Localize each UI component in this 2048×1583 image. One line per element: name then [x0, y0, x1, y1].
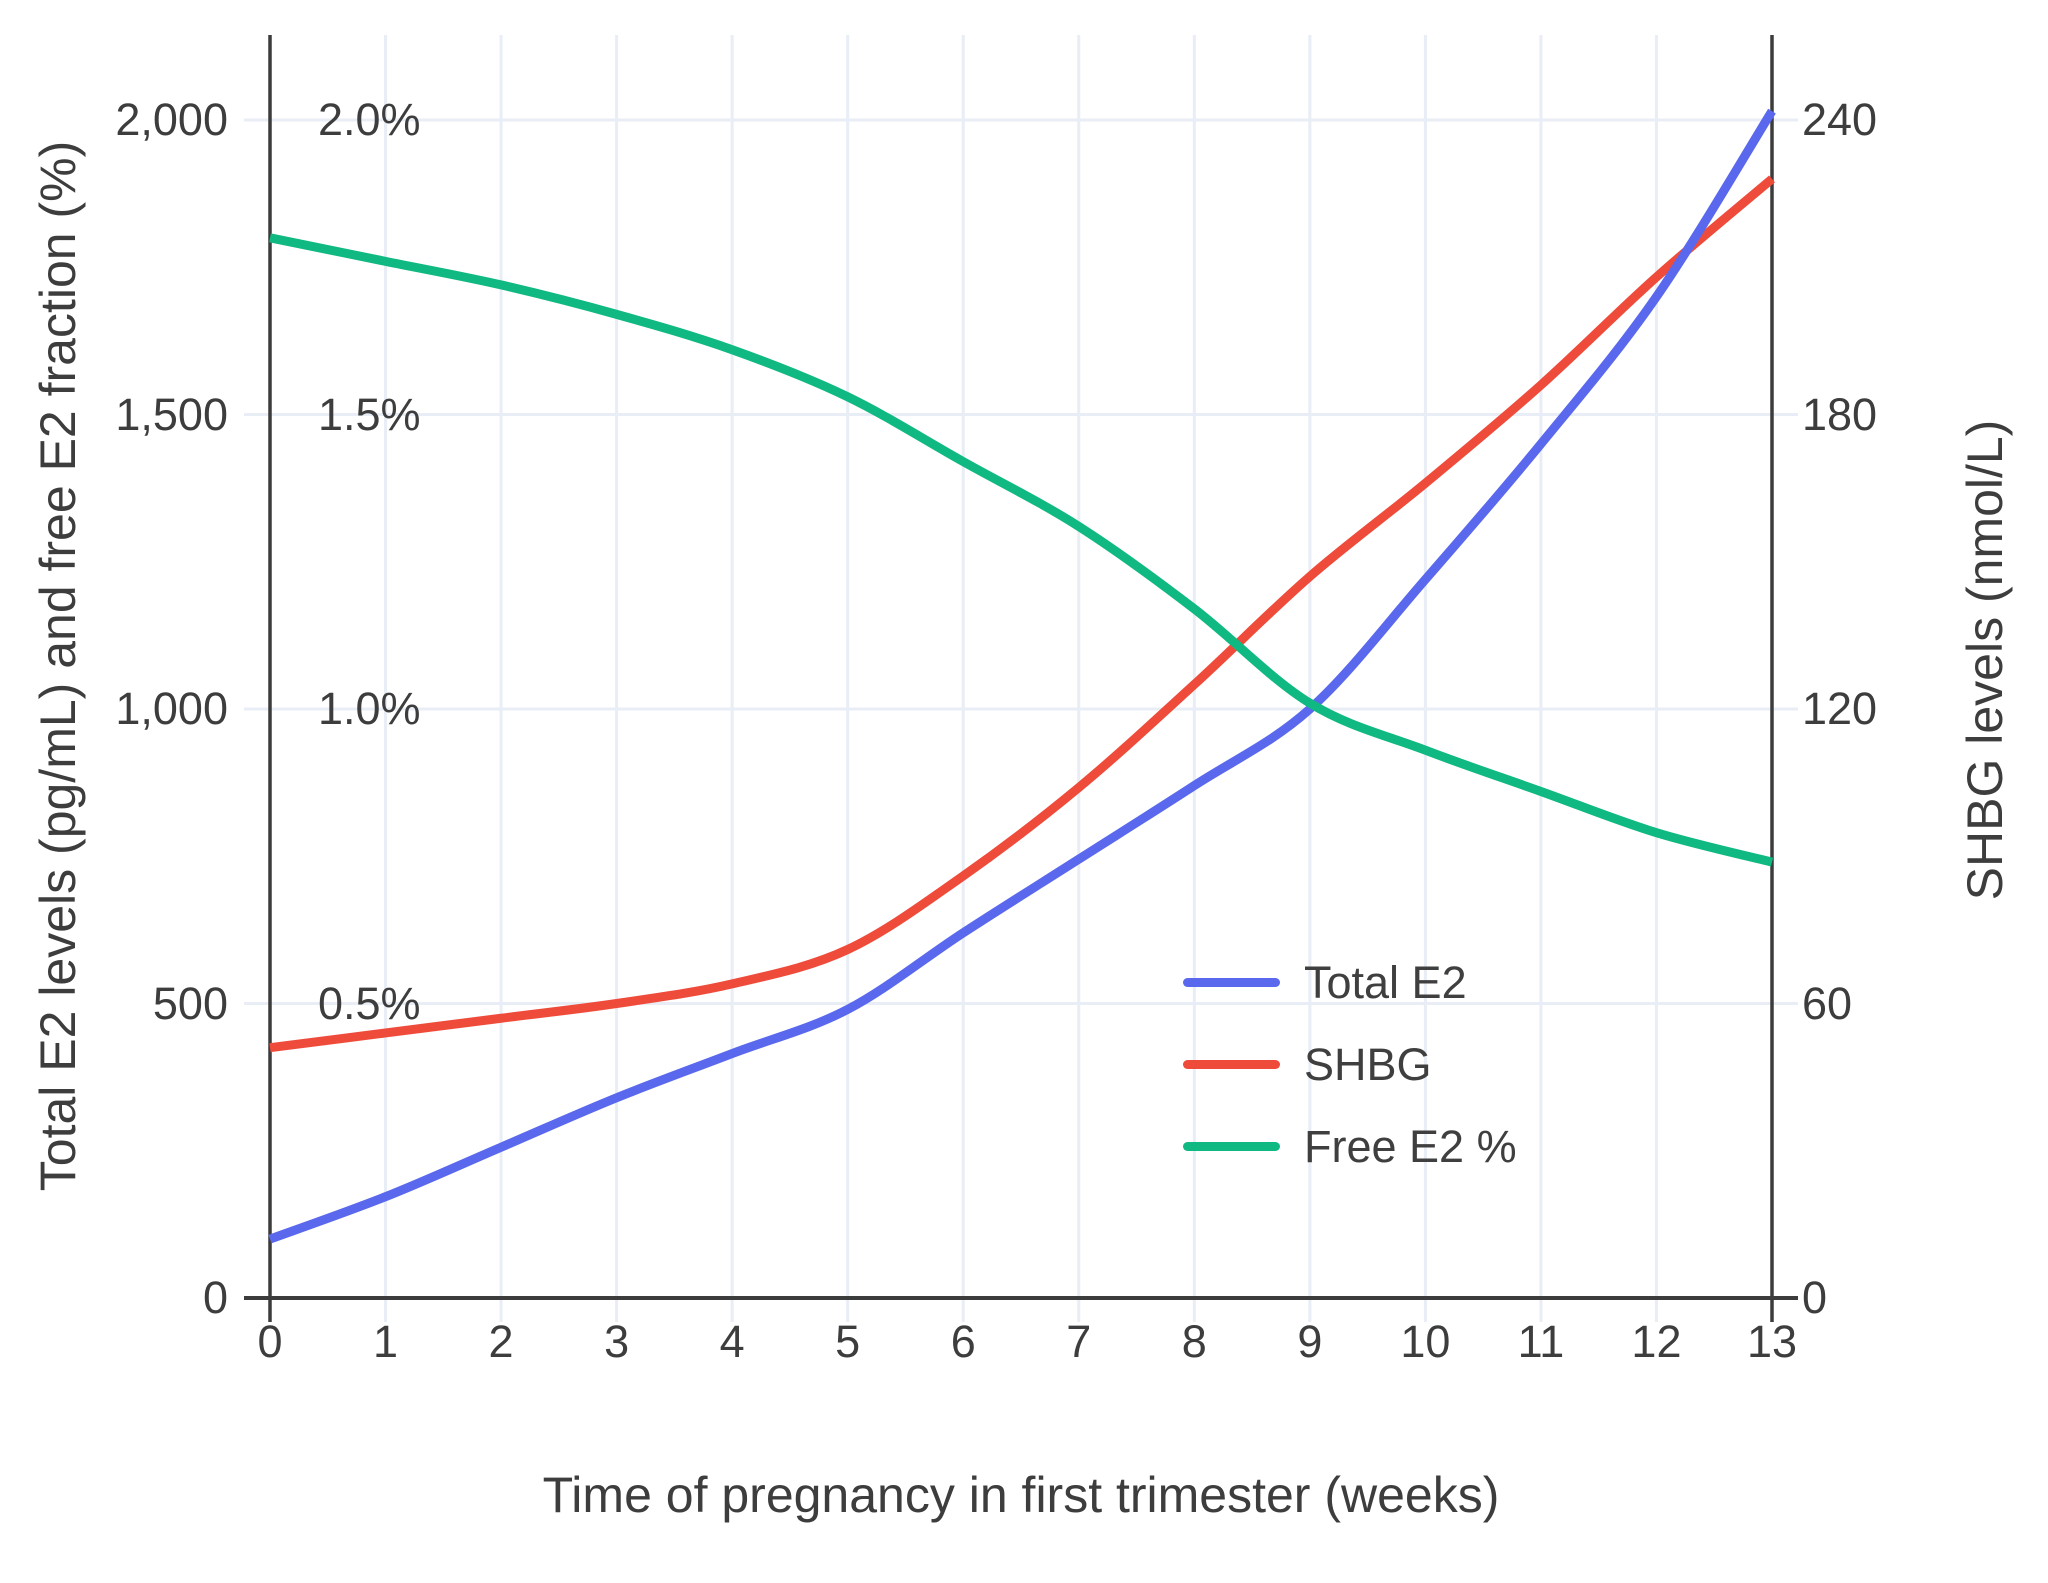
legend-label-free-e2: Free E2 % [1304, 1121, 1517, 1172]
legend-swatch-shbg [1183, 1060, 1280, 1069]
x-tick-label: 13 [1746, 1316, 1798, 1367]
legend: Total E2 SHBG Free E2 % [1183, 956, 1517, 1202]
series-line-total-e2 [268, 108, 1776, 1244]
x-tick-label: 6 [950, 1316, 976, 1367]
x-axis-title: Time of pregnancy in first trimester (we… [542, 1467, 1500, 1523]
series-line-shbg [269, 175, 1775, 1053]
legend-swatch-free-e2 [1183, 1142, 1280, 1151]
y-left-tick-label: 1,500 [115, 388, 228, 440]
x-tick-label: 4 [719, 1316, 745, 1367]
y-axis-title-right: SHBG levels (nmol/L) [1957, 419, 2013, 901]
x-tick-label: 8 [1181, 1316, 1207, 1367]
y-right-tick-label: 240 [1802, 94, 1878, 145]
y-left-tick-label: 2,000 [115, 94, 228, 145]
legend-label-total-e2: Total E2 [1304, 957, 1467, 1008]
percent-annotation: 1.0% [318, 683, 421, 734]
x-tick-label: 1 [373, 1316, 399, 1367]
y-right-tick-label: 120 [1802, 683, 1878, 734]
series-line-free-e2 [269, 233, 1774, 867]
y-axis-title-left: Total E2 levels (pg/mL) and free E2 frac… [30, 140, 86, 1192]
legend-label-shbg: SHBG [1304, 1039, 1432, 1090]
y-right-tick-label: 180 [1802, 388, 1878, 440]
y-left-tick-label: 1,000 [115, 683, 228, 734]
x-tick-label: 0 [257, 1316, 283, 1367]
percent-annotation: 1.5% [318, 388, 421, 440]
legend-swatch-total-e2 [1183, 978, 1280, 987]
x-tick-label: 12 [1631, 1316, 1682, 1367]
x-tick-label: 10 [1400, 1316, 1451, 1367]
percent-annotation: 2.0% [318, 94, 421, 145]
x-tick-label: 5 [835, 1316, 861, 1367]
legend-item-shbg: SHBG [1183, 1038, 1517, 1091]
y-right-tick-label: 60 [1802, 977, 1853, 1029]
x-tick-label: 2 [488, 1316, 514, 1367]
y-right-tick-label: 0 [1802, 1272, 1828, 1323]
x-tick-label: 11 [1517, 1316, 1565, 1367]
y-left-tick-label: 500 [152, 977, 228, 1029]
x-tick-label: 3 [604, 1316, 630, 1367]
legend-item-free-e2: Free E2 % [1183, 1120, 1517, 1173]
x-tick-label: 7 [1066, 1316, 1092, 1367]
y-left-tick-label: 0 [202, 1272, 228, 1323]
percent-annotation: 0.5% [318, 977, 421, 1029]
x-tick-label: 9 [1297, 1316, 1323, 1367]
legend-item-total-e2: Total E2 [1183, 956, 1517, 1009]
